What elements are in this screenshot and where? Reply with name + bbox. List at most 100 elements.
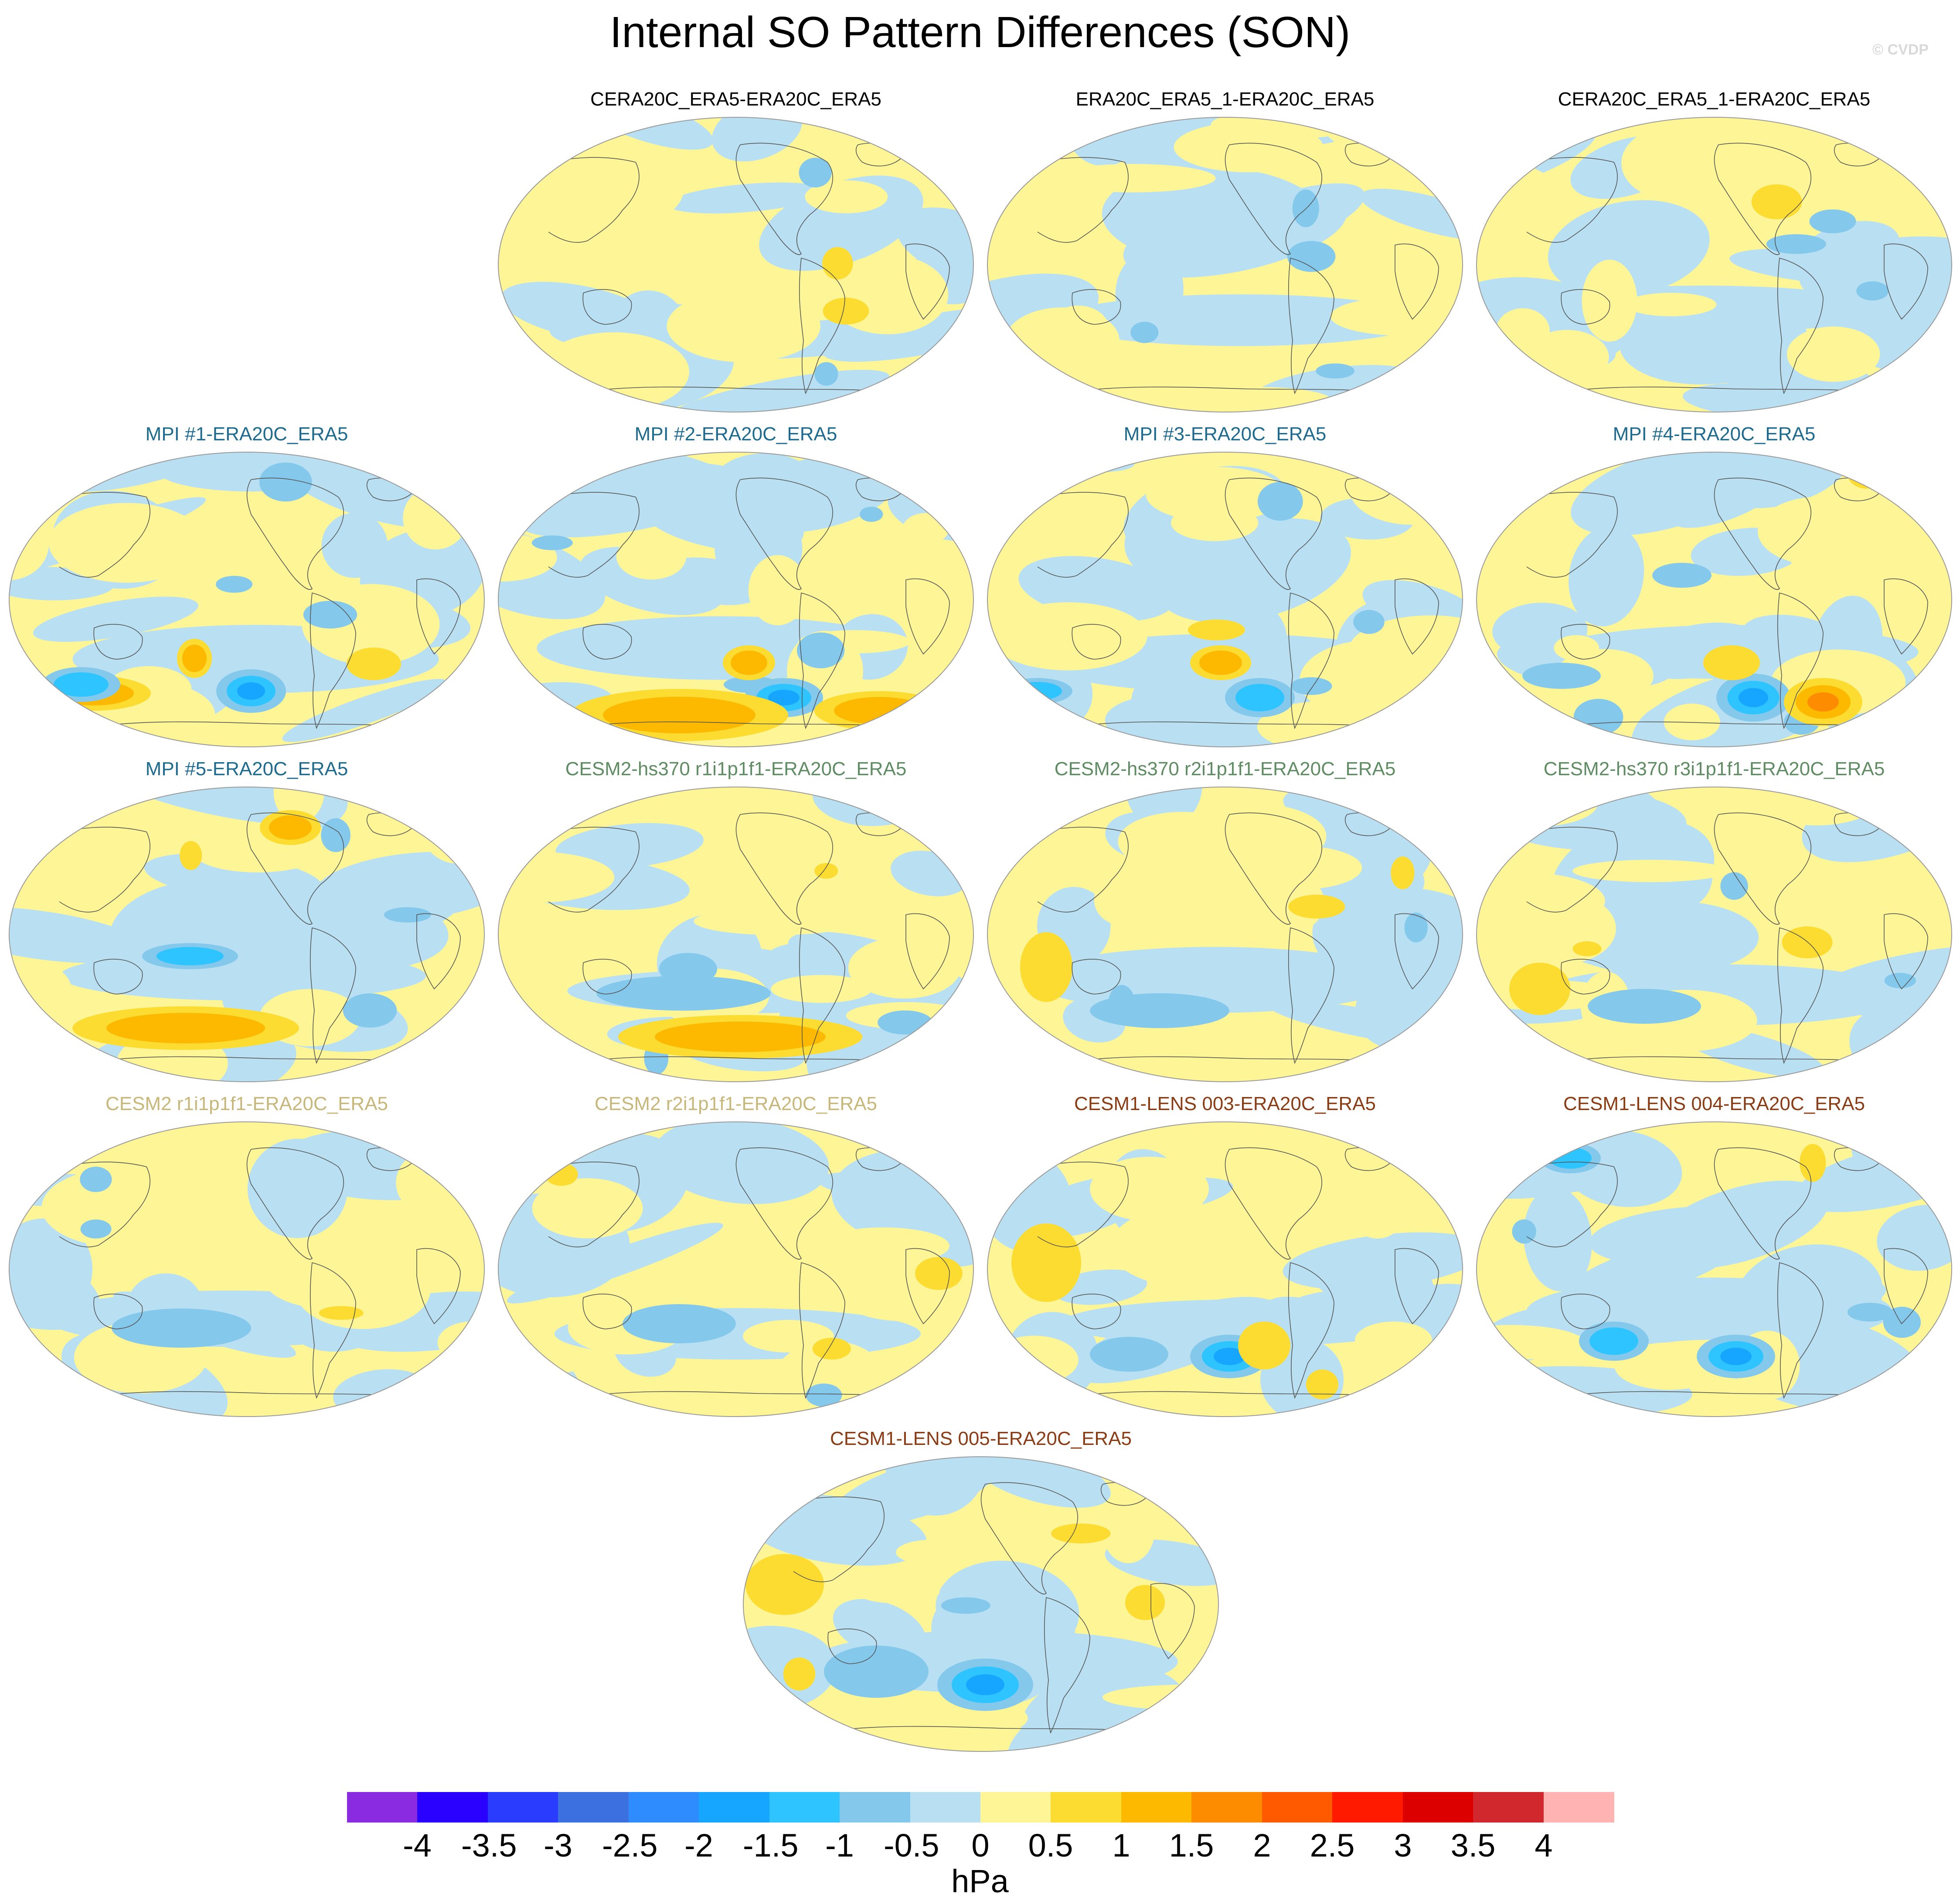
map-panel: MPI #2-ERA20C_ERA5 <box>496 420 976 756</box>
contour-field <box>9 1122 484 1417</box>
world-map-icon <box>1476 117 1952 412</box>
colorbar-swatch <box>417 1792 488 1823</box>
colorbar-swatch <box>1262 1792 1333 1823</box>
contour-field <box>1477 1122 1952 1417</box>
map-panel: CESM1-LENS 003-ERA20C_ERA5 <box>985 1090 1465 1426</box>
colorbar-tick: 4 <box>1535 1827 1553 1864</box>
panel-title: CESM1-LENS 004-ERA20C_ERA5 <box>1563 1093 1865 1114</box>
colorbar-tick: -3 <box>544 1827 572 1864</box>
colorbar-tick: -2 <box>684 1827 713 1864</box>
colorbar-tick: 3.5 <box>1450 1827 1496 1864</box>
map-panel: MPI #3-ERA20C_ERA5 <box>985 420 1465 756</box>
panel-title: CESM2-hs370 r1i1p1f1-ERA20C_ERA5 <box>565 758 907 780</box>
contour-field <box>498 452 973 747</box>
contour-field <box>1477 452 1952 747</box>
panel-title: CESM1-LENS 005-ERA20C_ERA5 <box>830 1428 1132 1449</box>
world-map-icon <box>1476 1121 1952 1417</box>
colorbar-tick: 1.5 <box>1169 1827 1214 1864</box>
map-panel: CESM2-hs370 r3i1p1f1-ERA20C_ERA5 <box>1474 755 1954 1091</box>
panel-title: ERA20C_ERA5_1-ERA20C_ERA5 <box>1075 89 1375 110</box>
panel-title: MPI #5-ERA20C_ERA5 <box>145 758 348 780</box>
map-panel: MPI #4-ERA20C_ERA5 <box>1474 420 1954 756</box>
colorbar-tick: 1 <box>1112 1827 1130 1864</box>
coastline <box>1513 1147 1928 1399</box>
colorbar-tick: -4 <box>403 1827 432 1864</box>
panel-title: CESM2-hs370 r3i1p1f1-ERA20C_ERA5 <box>1543 758 1885 780</box>
map-panel: MPI #1-ERA20C_ERA5 <box>7 420 487 756</box>
world-map-icon <box>987 117 1463 412</box>
colorbar-swatch <box>487 1792 558 1823</box>
colorbar-tick: 0.5 <box>1028 1827 1073 1864</box>
world-map-icon <box>498 1121 974 1417</box>
panel-title: CERA20C_ERA5-ERA20C_ERA5 <box>590 89 881 110</box>
world-map-icon <box>498 452 974 747</box>
panel-title: CESM2 r1i1p1f1-ERA20C_ERA5 <box>105 1093 388 1114</box>
world-map-icon <box>9 452 485 747</box>
colorbar-swatch <box>628 1792 699 1823</box>
map-panel: MPI #5-ERA20C_ERA5 <box>7 755 487 1091</box>
world-map-icon <box>9 787 485 1082</box>
world-map-icon <box>498 787 974 1082</box>
map-panel: CESM2-hs370 r1i1p1f1-ERA20C_ERA5 <box>496 755 976 1091</box>
contour-field <box>9 787 484 1082</box>
colorbar-tick: -1.5 <box>743 1827 799 1864</box>
contour-field <box>498 117 973 412</box>
colorbar-swatch <box>558 1792 629 1823</box>
panel-title: CERA20C_ERA5_1-ERA20C_ERA5 <box>1558 89 1871 110</box>
colorbar-tick: -3.5 <box>461 1827 517 1864</box>
contour-field <box>987 117 1463 412</box>
colorbar-tick: 2 <box>1253 1827 1271 1864</box>
colorbar-swatch <box>1402 1792 1473 1823</box>
contour-field <box>987 787 1463 1082</box>
colorbar-units: hPa <box>951 1863 1009 1899</box>
panel-title: CESM2-hs370 r2i1p1f1-ERA20C_ERA5 <box>1054 758 1396 780</box>
colorbar-swatch <box>1473 1792 1544 1823</box>
panel-title: MPI #2-ERA20C_ERA5 <box>634 423 837 445</box>
colorbar-tick: -2.5 <box>602 1827 658 1864</box>
panel-title: CESM2 r2i1p1f1-ERA20C_ERA5 <box>594 1093 878 1114</box>
colorbar-tick: 2.5 <box>1310 1827 1355 1864</box>
world-map-icon <box>498 117 974 412</box>
world-map-icon <box>1476 787 1952 1082</box>
map-panel: CERA20C_ERA5_1-ERA20C_ERA5 <box>1474 85 1954 421</box>
panel-title: MPI #1-ERA20C_ERA5 <box>145 423 348 445</box>
world-map-icon <box>987 1121 1463 1417</box>
contour-field <box>987 1122 1463 1417</box>
panel-title: MPI #4-ERA20C_ERA5 <box>1613 423 1816 445</box>
contour-field <box>498 1122 973 1417</box>
map-panel: CESM1-LENS 004-ERA20C_ERA5 <box>1474 1090 1954 1426</box>
colorbar <box>347 1792 1614 1823</box>
contour-field <box>1477 117 1952 412</box>
contour-field <box>743 1457 1218 1751</box>
colorbar-swatch <box>910 1792 981 1823</box>
contour-field <box>498 787 973 1082</box>
colorbar-swatch <box>347 1792 418 1823</box>
colorbar-tick: 0 <box>971 1827 990 1864</box>
contour-field <box>987 452 1463 747</box>
panel-title: CESM1-LENS 003-ERA20C_ERA5 <box>1074 1093 1376 1114</box>
colorbar-swatch <box>980 1792 1051 1823</box>
coastline <box>46 477 461 729</box>
colorbar-swatch <box>699 1792 770 1823</box>
colorbar-swatch <box>1332 1792 1403 1823</box>
colorbar-swatch <box>1121 1792 1192 1823</box>
world-map-icon <box>1476 452 1952 747</box>
world-map-icon <box>987 452 1463 747</box>
colorbar-tick: -0.5 <box>884 1827 939 1864</box>
colorbar-swatch <box>1543 1792 1614 1823</box>
coastline <box>780 1482 1195 1734</box>
contour-field <box>9 452 484 747</box>
map-panel: ERA20C_ERA5_1-ERA20C_ERA5 <box>985 85 1465 421</box>
colorbar-tick: 3 <box>1394 1827 1412 1864</box>
colorbar-swatch <box>769 1792 840 1823</box>
world-map-icon <box>987 787 1463 1082</box>
contour-field <box>1477 787 1952 1082</box>
panel-title: MPI #3-ERA20C_ERA5 <box>1123 423 1327 445</box>
colorbar-swatch <box>840 1792 911 1823</box>
colorbar-swatch <box>1191 1792 1262 1823</box>
coastline <box>1024 477 1439 729</box>
credit-watermark: © CVDP <box>1872 41 1929 58</box>
colorbar-swatch <box>1051 1792 1122 1823</box>
map-panel: CESM2 r1i1p1f1-ERA20C_ERA5 <box>7 1090 487 1426</box>
